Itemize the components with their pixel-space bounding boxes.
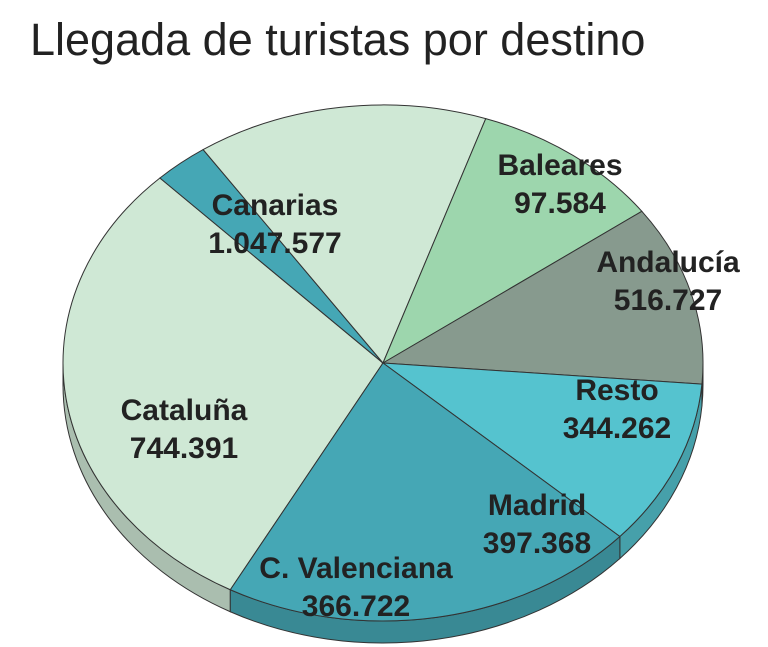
pie-slice-madrid <box>381 210 704 385</box>
pie-slice-resto <box>381 118 643 365</box>
slice-value-canarias: 1.047.577 <box>208 227 341 260</box>
slice-value-cataluna: 744.391 <box>130 432 238 465</box>
pie-slice-canarias <box>62 177 384 591</box>
slice-label-c-valenciana: C. Valenciana <box>259 552 453 585</box>
slice-label-madrid: Madrid <box>488 489 586 522</box>
slice-value-resto: 344.262 <box>563 412 671 445</box>
pie-slice-cataluna <box>229 362 621 622</box>
slice-label-cataluna: Cataluña <box>121 394 248 427</box>
slice-label-andalucia: Andalucía <box>596 246 740 279</box>
slice-value-andalucia: 516.727 <box>614 284 722 317</box>
pie-slice-c-valenciana <box>381 362 703 538</box>
slice-label-baleares: Baleares <box>497 149 622 182</box>
pie-labels: Canarias 1.047.577 Baleares 97.584 Andalucía… <box>121 149 740 623</box>
slice-label-canarias: Canarias <box>212 189 339 222</box>
pie-slice-andalucia <box>202 104 487 364</box>
slice-value-madrid: 397.368 <box>483 527 591 560</box>
pie-slices <box>62 104 704 622</box>
chart-title: Llegada de turistas por destino <box>30 14 646 65</box>
slice-value-baleares: 97.584 <box>514 187 606 220</box>
slice-label-resto: Resto <box>575 374 658 407</box>
slice-value-c-valenciana: 366.722 <box>302 590 410 623</box>
